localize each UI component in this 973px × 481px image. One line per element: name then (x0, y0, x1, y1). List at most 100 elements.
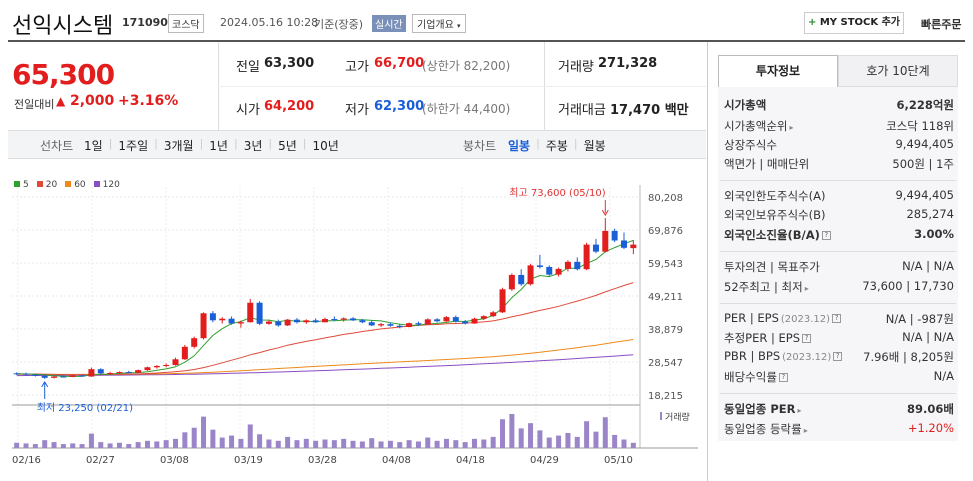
candle-period-group: 일봉 | 주봉 | 월봉 (508, 137, 606, 154)
period-separator: | (302, 137, 307, 150)
help-note-icon[interactable]: ? (802, 334, 812, 343)
candle-body (592, 244, 599, 252)
mystock-add-label: MY STOCK 추가 (819, 17, 901, 28)
upper-limit: (상한가 82,200) (422, 59, 511, 73)
candle-period-2[interactable]: 월봉 (583, 139, 606, 153)
volume-bar (154, 441, 160, 448)
invest-row: 추정PER | EPS? N/A | N/A (724, 330, 954, 346)
invest-row-value: 500원 | 1주 (892, 157, 954, 171)
high-arrow-head (601, 209, 609, 217)
candle-body (275, 321, 282, 326)
tab-invest-info[interactable]: 투자정보 (718, 55, 838, 87)
invest-row-label[interactable]: 52주최고 | 최저 (724, 280, 803, 294)
market-badge: 코스닥 (168, 14, 204, 33)
low-arrow-head (41, 380, 49, 388)
legend-swatch (14, 181, 20, 187)
candle-body (97, 369, 104, 374)
candle-body (88, 369, 95, 377)
volume-bar (490, 436, 496, 448)
line-period-5[interactable]: 5년 (278, 139, 297, 153)
chevron-right-icon: ▸ (797, 406, 802, 415)
price-chart[interactable]: 80,208 69,876 59,543 49,211 38,879 28,547 18,2… (8, 160, 706, 460)
volume-bar (481, 439, 487, 448)
company-overview-button[interactable]: 기업개요 ▾ (412, 14, 466, 33)
volume-bar (163, 440, 169, 448)
legend-item-ma120: 120 (93, 180, 120, 190)
help-note-icon[interactable]: ? (832, 314, 842, 323)
line-period-2[interactable]: 3개월 (163, 139, 194, 153)
mystock-add-button[interactable]: + MY STOCK 추가 (804, 12, 904, 34)
high-label: 고가 (345, 60, 369, 75)
x-tick-label: 05/10 (604, 455, 633, 466)
candle-body (443, 317, 450, 322)
candle-body (23, 373, 30, 375)
candle-body (611, 230, 618, 241)
period-separator: | (154, 137, 158, 150)
candle-body (378, 324, 385, 326)
legend-swatch (65, 181, 72, 187)
invest-row-period: (2023.12) (782, 352, 832, 363)
line-period-4[interactable]: 3년 (243, 139, 263, 153)
invest-row: 52주최고 | 최저 ▸ 73,600 | 17,730 (724, 279, 954, 295)
invest-row-label: 외국인소진율(B/A) (724, 228, 820, 242)
volume-bar (556, 435, 562, 448)
help-note-icon[interactable]: ? (833, 352, 843, 361)
volume-bar (574, 436, 580, 448)
quick-order-link[interactable]: 빠른주문 (921, 18, 962, 31)
legend-label: 60 (74, 180, 86, 190)
volume-bar (303, 438, 309, 448)
line-period-6[interactable]: 10년 (312, 139, 339, 153)
invest-row-label[interactable]: 시가총액순위 (724, 119, 788, 133)
line-chart-label: 선차트 (40, 139, 74, 153)
invest-row-label[interactable]: 동일업종 등락률 (724, 422, 802, 436)
invest-row-value: 73,600 | 17,730 (862, 279, 954, 293)
change-percent: +3.16% (118, 93, 179, 109)
candle-body (527, 265, 534, 285)
candle-body (602, 230, 609, 252)
candle-period-1[interactable]: 주봉 (545, 139, 568, 153)
tab-order-book[interactable]: 호가 10단계 (838, 55, 958, 87)
volume-bar (107, 443, 113, 448)
line-period-3[interactable]: 1년 (209, 139, 228, 153)
volume-legend-swatch (660, 412, 662, 420)
candle-body (181, 346, 188, 360)
legend-label: 5 (23, 180, 29, 190)
volume-bar (425, 437, 431, 448)
volume-bar (135, 442, 141, 448)
invest-row-label[interactable]: 동일업종 PER (724, 402, 796, 416)
x-tick-label: 03/08 (160, 455, 189, 466)
volume-bar (359, 441, 365, 448)
stock-code: 171090 (122, 16, 168, 29)
candle-body (32, 374, 39, 376)
candle-body (350, 318, 357, 321)
candle-body (60, 376, 67, 378)
help-note-icon[interactable]: ? (778, 373, 788, 382)
volume-bar (378, 441, 384, 448)
line-period-0[interactable]: 1일 (84, 139, 103, 153)
y-tick-label: 80,208 (648, 193, 683, 204)
low-annotation: 최저 23,250 (02/21) (37, 402, 133, 414)
help-note-icon[interactable]: ? (821, 231, 831, 240)
volume-bar (191, 427, 197, 448)
period-separator: | (199, 137, 204, 150)
candle-body (630, 244, 637, 249)
volume-bar (70, 443, 76, 448)
legend-label: 120 (102, 180, 120, 190)
invest-row-label: 외국인한도주식수(A) (724, 189, 826, 203)
volume-bar (546, 437, 552, 448)
realtime-badge[interactable]: 실시간 (372, 15, 406, 32)
line-period-1[interactable]: 1주일 (118, 139, 149, 153)
volume-bar (210, 429, 216, 448)
candle-chart-label: 봉차트 (463, 139, 497, 153)
candle-period-0[interactable]: 일봉 (508, 139, 531, 153)
y-tick-label: 38,879 (648, 325, 683, 336)
volume-bar (584, 421, 590, 448)
volume-bar (602, 417, 608, 448)
candle-body (51, 376, 58, 378)
candle-body (209, 313, 216, 321)
volume-bar (630, 442, 636, 448)
volume-bar (219, 437, 225, 448)
volume-bar (537, 430, 543, 448)
volume-bar (23, 443, 29, 448)
invest-row-value: N/A | -987원 (885, 312, 954, 326)
